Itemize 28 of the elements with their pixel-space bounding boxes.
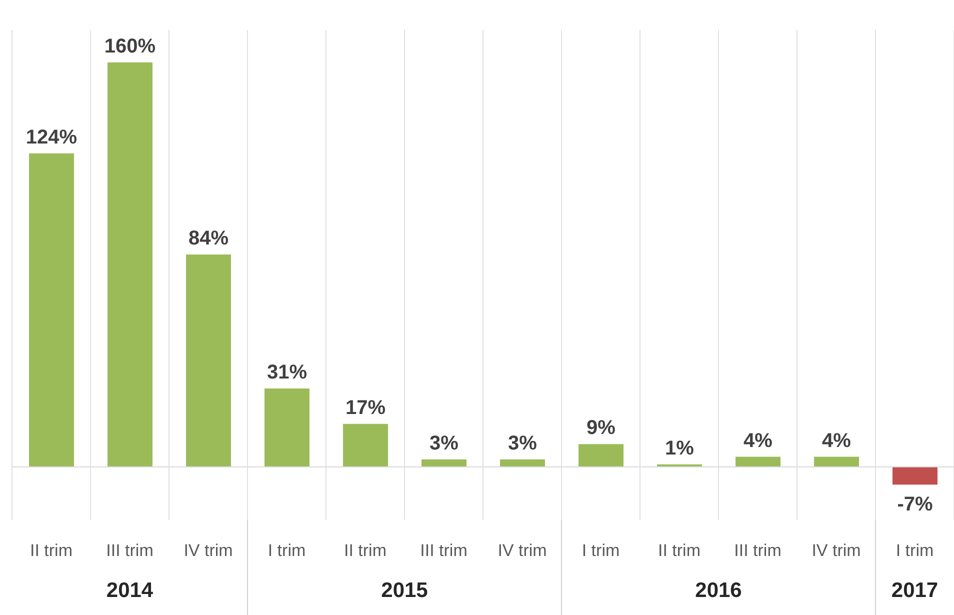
text: 2016 xyxy=(695,579,742,602)
x-tick-label: IV trim xyxy=(812,541,861,560)
data-label: 31% xyxy=(266,362,308,384)
data-label: 124% xyxy=(26,126,78,148)
x-tick-label: IV trim xyxy=(184,541,233,560)
x-tick-label: II trim xyxy=(30,541,72,560)
text: 2014 xyxy=(106,579,154,602)
x-tick-label: III trim xyxy=(734,541,782,560)
data-label: 9% xyxy=(586,417,616,440)
data-label: 4% xyxy=(822,430,852,452)
data-label: 84% xyxy=(188,228,229,250)
x-tick-label: IV trim xyxy=(498,541,547,560)
data-label: 3% xyxy=(430,432,459,454)
x-tick-label: I trim xyxy=(582,541,620,560)
data-label: 17% xyxy=(345,396,386,419)
data-label: 160% xyxy=(104,35,156,58)
data-label: 4% xyxy=(744,430,773,452)
x-tick-label: III trim xyxy=(106,541,154,560)
x-tick-label: II trim xyxy=(344,541,386,560)
text: 2017 xyxy=(891,579,938,602)
x-tick-label: II trim xyxy=(658,541,700,560)
x-tick-label: I trim xyxy=(268,541,306,560)
data-label: 3% xyxy=(508,432,538,454)
x-tick-label: III trim xyxy=(420,541,468,560)
data-label: -7% xyxy=(897,494,933,516)
text: 2015 xyxy=(381,579,428,602)
x-tick-label: I trim xyxy=(896,541,934,560)
data-label: 1% xyxy=(665,437,694,460)
